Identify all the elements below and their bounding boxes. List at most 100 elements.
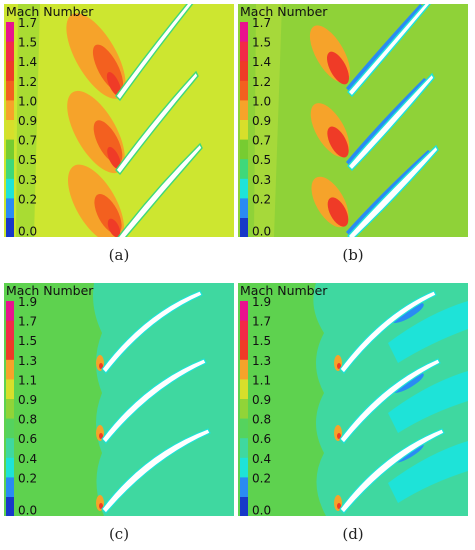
legend-swatch <box>240 379 248 400</box>
legend-swatch <box>240 22 248 43</box>
legend-ticks: 1.7 1.5 1.4 1.2 1.0 0.9 0.7 0.5 0.3 0.2 0.0 <box>252 16 271 237</box>
legend-level-label: 1.0 <box>252 94 271 108</box>
cyan-wake-regions <box>388 301 468 503</box>
legend-swatch <box>6 340 14 361</box>
legend-ticks: 1.9 1.7 1.5 1.3 1.1 0.9 0.8 0.6 0.4 0.2 0.0 <box>18 295 37 516</box>
legend-level-label: 0.5 <box>18 153 37 167</box>
legend-level-label: 0.0 <box>18 504 37 516</box>
legend-level-label: 0.9 <box>18 393 37 407</box>
panel-b: Mach Number 1.7 1.5 1.4 1.2 1.0 0.9 0.7 0.5 0.3 0… <box>238 4 468 237</box>
legend-level-label: 1.2 <box>18 75 37 89</box>
legend-swatch <box>6 159 14 180</box>
legend-level-label: 1.0 <box>18 94 37 108</box>
legend-level-label: 1.4 <box>18 55 37 69</box>
blades <box>115 4 203 237</box>
panel-a: Mach Number 1.7 1.5 1.4 1.2 1.0 0.9 0.7 0.5 0.3 0… <box>4 4 234 237</box>
legend-swatch <box>240 497 248 516</box>
legend: Mach Number 1.7 1.5 1.4 1.2 1.0 0.9 0.7 0.5 0.3 0… <box>6 4 94 237</box>
legend-level-label: 0.0 <box>252 225 271 237</box>
legend-level-label: 0.3 <box>252 173 271 187</box>
legend-swatch <box>240 100 248 121</box>
legend-swatch <box>6 320 14 341</box>
legend-level-label: 1.4 <box>252 55 271 69</box>
legend-swatch <box>6 198 14 219</box>
legend-level-label: 0.6 <box>252 432 271 446</box>
legend-level-label: 1.7 <box>18 16 37 30</box>
legend-swatches <box>6 22 14 237</box>
blades <box>339 290 445 514</box>
legend-swatch <box>240 120 248 141</box>
legend-level-label: 1.1 <box>252 373 271 387</box>
legend-level-label: 1.7 <box>252 16 271 30</box>
legend-level-label: 0.0 <box>252 504 271 516</box>
legend-swatch <box>240 418 248 439</box>
contour-plot-d: Mach Number 1.9 1.7 1.5 1.3 1.1 0.9 0.8 0.6 0.4 0… <box>238 283 468 516</box>
legend-swatch <box>240 218 248 237</box>
legend-level-label: 0.7 <box>252 134 271 148</box>
legend-swatch <box>240 178 248 199</box>
legend-swatch <box>6 399 14 420</box>
blades <box>347 4 439 237</box>
legend-swatch <box>6 359 14 380</box>
contour-plot-c: Mach Number 1.9 1.7 1.5 1.3 1.1 0.9 0.8 0.6 0.4 0… <box>4 283 234 516</box>
shock-lobes <box>309 25 351 228</box>
panel-c: Mach Number 1.9 1.7 1.5 1.3 1.1 0.9 0.8 0.6 0.4 0… <box>4 283 234 516</box>
legend-swatch <box>240 340 248 361</box>
legend-level-label: 0.7 <box>18 134 37 148</box>
panel-d: Mach Number 1.9 1.7 1.5 1.3 1.1 0.9 0.8 0.6 0.4 0… <box>238 283 468 516</box>
legend-swatch <box>6 379 14 400</box>
legend-swatch <box>240 359 248 380</box>
legend-swatch <box>240 477 248 498</box>
shock-lobes <box>66 13 126 237</box>
caption-c: (c) <box>108 525 130 543</box>
legend-level-label: 1.5 <box>252 36 271 50</box>
legend-title: Mach Number <box>6 283 94 298</box>
legend-level-label: 0.8 <box>18 413 37 427</box>
legend-swatch <box>6 418 14 439</box>
legend-swatch <box>240 320 248 341</box>
contour-plot-a: Mach Number 1.7 1.5 1.4 1.2 1.0 0.9 0.7 0.5 0.3 0… <box>4 4 234 237</box>
legend-swatch <box>240 399 248 420</box>
legend-swatch <box>6 301 14 322</box>
legend-title: Mach Number <box>6 4 94 19</box>
legend-title: Mach Number <box>240 283 328 298</box>
legend-swatch <box>6 41 14 62</box>
legend-level-label: 1.7 <box>18 315 37 329</box>
legend-level-label: 1.7 <box>252 315 271 329</box>
legend-level-label: 1.3 <box>18 354 37 368</box>
legend-level-label: 0.8 <box>252 413 271 427</box>
legend-level-label: 0.2 <box>252 192 271 206</box>
caption-a: (a) <box>108 246 130 264</box>
contour-plot-b: Mach Number 1.7 1.5 1.4 1.2 1.0 0.9 0.7 0.5 0.3 0… <box>238 4 468 237</box>
legend-title: Mach Number <box>240 4 328 19</box>
legend-level-label: 1.5 <box>18 334 37 348</box>
legend-level-label: 0.9 <box>252 393 271 407</box>
legend-swatch <box>6 120 14 141</box>
legend-swatches <box>240 22 248 237</box>
legend-swatch <box>6 497 14 516</box>
legend: Mach Number 1.7 1.5 1.4 1.2 1.0 0.9 0.7 0.5 0.3 0… <box>240 4 328 237</box>
legend-swatch <box>6 438 14 459</box>
legend-swatch <box>240 61 248 82</box>
legend-swatch <box>6 100 14 121</box>
passage-region <box>93 283 234 516</box>
legend-level-label: 1.2 <box>252 75 271 89</box>
legend-swatch <box>6 178 14 199</box>
caption-b: (b) <box>342 246 364 264</box>
legend-ticks: 1.9 1.7 1.5 1.3 1.1 0.9 0.8 0.6 0.4 0.2 0.0 <box>252 295 271 516</box>
legend-level-label: 0.4 <box>18 452 37 466</box>
legend-level-label: 1.1 <box>18 373 37 387</box>
legend-level-label: 1.9 <box>18 295 37 309</box>
legend-level-label: 0.9 <box>18 114 37 128</box>
leading-edge-spots <box>334 355 342 511</box>
legend: Mach Number 1.9 1.7 1.5 1.3 1.1 0.9 0.8 0.6 0.4 0… <box>6 283 94 516</box>
legend-swatches <box>6 301 14 516</box>
legend-swatch <box>240 198 248 219</box>
upstream-band <box>254 4 282 237</box>
background-field <box>4 4 234 237</box>
legend-swatch <box>6 80 14 101</box>
legend-level-label: 0.2 <box>252 471 271 485</box>
legend-swatch <box>240 80 248 101</box>
legend-swatch <box>240 438 248 459</box>
legend-level-label: 0.3 <box>18 173 37 187</box>
